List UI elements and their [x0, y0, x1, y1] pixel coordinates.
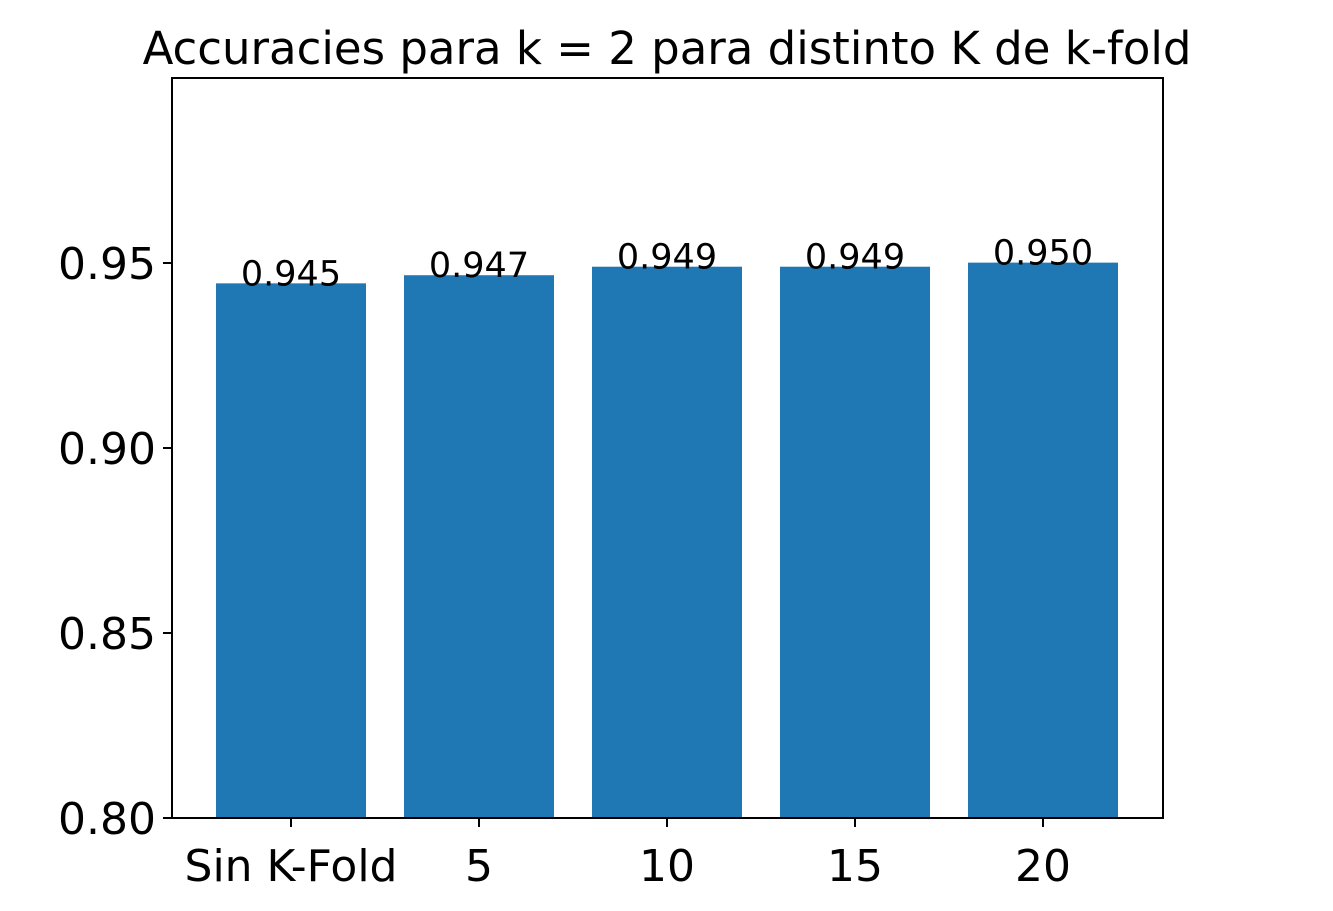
x-axis: Sin K-Fold 5 10 15 20	[185, 818, 1071, 892]
bar-value-label: 0.949	[617, 238, 717, 278]
bar	[968, 262, 1118, 818]
x-tick-label: 10	[639, 841, 695, 892]
chart-title: Accuracies para k = 2 para distinto K de…	[143, 22, 1192, 75]
y-tick-label: 0.80	[58, 794, 156, 845]
bars-group	[216, 262, 1118, 819]
bar-value-label: 0.945	[241, 254, 341, 294]
x-tick-label: Sin K-Fold	[185, 841, 398, 892]
bar	[780, 266, 930, 818]
y-axis: 0.80 0.85 0.90 0.95	[58, 239, 172, 845]
x-tick-label: 15	[827, 841, 883, 892]
bar-value-labels: 0.945 0.947 0.949 0.949 0.950	[241, 234, 1093, 295]
bar-value-label: 0.949	[805, 238, 905, 278]
bar-value-label: 0.947	[429, 246, 529, 286]
bar	[592, 266, 742, 818]
bar	[216, 283, 366, 819]
y-tick-label: 0.90	[58, 424, 156, 475]
x-tick-label: 5	[465, 841, 493, 892]
bar	[404, 275, 554, 819]
bar-value-label: 0.950	[993, 234, 1093, 274]
plot-frame	[171, 77, 1164, 819]
y-tick-label: 0.85	[58, 609, 156, 660]
y-tick-label: 0.95	[58, 239, 156, 290]
x-tick-label: 20	[1015, 841, 1071, 892]
